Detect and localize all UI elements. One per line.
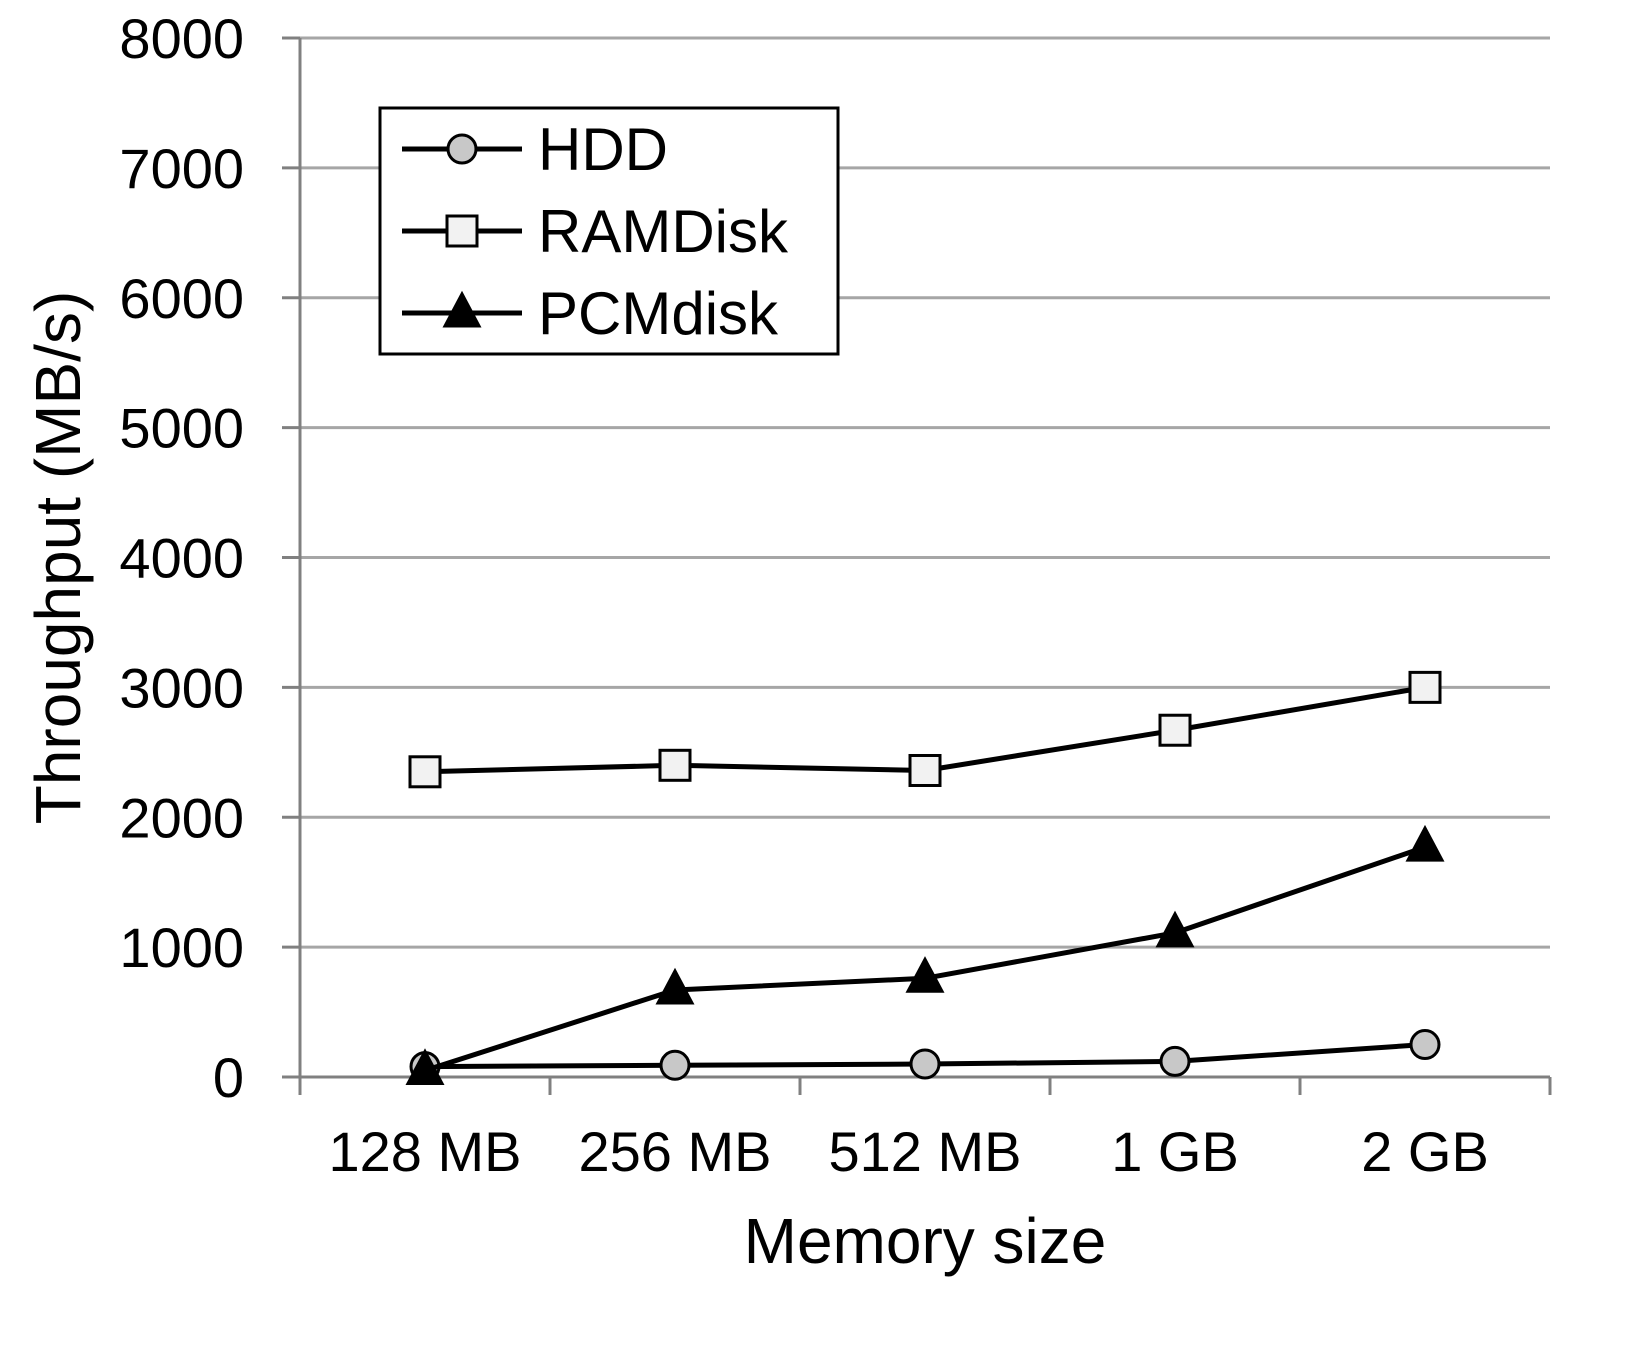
data-point bbox=[658, 748, 692, 782]
y-tick-label: 3000 bbox=[119, 656, 244, 719]
x-tick-label: 128 MB bbox=[329, 1120, 522, 1183]
legend-marker bbox=[446, 133, 478, 165]
y-tick-label: 4000 bbox=[119, 527, 244, 590]
data-point bbox=[1159, 1045, 1191, 1077]
data-point bbox=[1409, 1029, 1441, 1061]
y-tick-label: 8000 bbox=[119, 7, 244, 70]
axes bbox=[282, 36, 1552, 1095]
legend-marker bbox=[442, 290, 482, 328]
legend-label: RAMDisk bbox=[538, 198, 789, 265]
data-point bbox=[408, 755, 442, 789]
series-lines bbox=[405, 670, 1445, 1086]
x-tick-label: 512 MB bbox=[829, 1120, 1022, 1183]
x-tick-label: 1 GB bbox=[1111, 1120, 1239, 1183]
x-tick-label: 2 GB bbox=[1361, 1120, 1489, 1183]
y-axis-title: Throughput (MB/s) bbox=[22, 291, 94, 825]
data-point bbox=[405, 1048, 445, 1086]
data-point bbox=[1405, 824, 1445, 862]
y-tick-label: 5000 bbox=[119, 397, 244, 460]
legend-item-ramdisk: RAMDisk bbox=[402, 198, 789, 265]
y-tick-label: 0 bbox=[213, 1046, 244, 1109]
y-tick-label: 1000 bbox=[119, 916, 244, 979]
y-tick-label: 7000 bbox=[119, 137, 244, 200]
data-point bbox=[1408, 670, 1442, 704]
data-point bbox=[909, 1048, 941, 1080]
data-point bbox=[655, 967, 695, 1005]
series-hdd bbox=[409, 1029, 1441, 1083]
legend-item-pcmdisk: PCMdisk bbox=[402, 280, 779, 347]
data-point bbox=[1158, 713, 1192, 747]
legend-item-hdd: HDD bbox=[402, 116, 668, 183]
data-point bbox=[908, 753, 942, 787]
y-tick-label: 6000 bbox=[119, 267, 244, 330]
x-tick-label: 256 MB bbox=[579, 1120, 772, 1183]
data-point bbox=[659, 1049, 691, 1081]
x-axis-title: Memory size bbox=[744, 1205, 1107, 1277]
tick-labels: 0 1000 2000 3000 4000 5000 6000 7000 8000 128 MB 2… bbox=[119, 7, 1488, 1183]
data-point bbox=[905, 956, 945, 993]
legend-marker bbox=[445, 214, 479, 248]
legend-label: HDD bbox=[538, 116, 668, 183]
legend-label: PCMdisk bbox=[538, 280, 779, 347]
series-ramdisk bbox=[408, 670, 1442, 789]
y-tick-label: 2000 bbox=[119, 786, 244, 849]
data-point bbox=[1155, 910, 1195, 948]
legend: HDD RAMDisk PCMdisk bbox=[378, 106, 840, 356]
series-pcmdisk bbox=[405, 824, 1445, 1086]
